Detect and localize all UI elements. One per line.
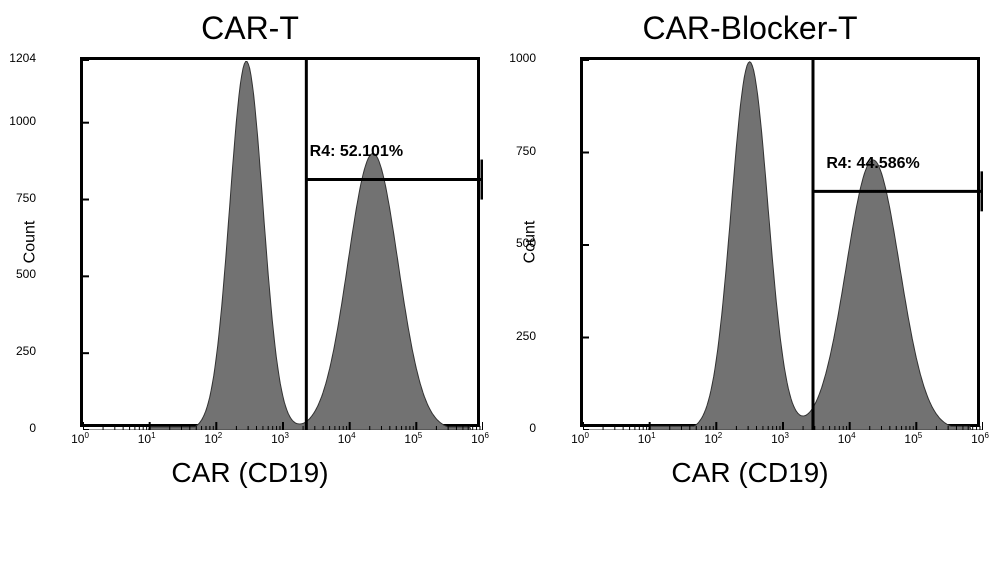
y-tick: 0 [29, 421, 36, 435]
x-axis-label: CAR (CD19) [171, 457, 328, 489]
chart-wrapper: Count10007505002500R4: 44.586%1001011021… [520, 57, 980, 427]
chart-area: 120410007505002500R4: 52.101%10010110210… [80, 57, 480, 427]
x-tick: 104 [338, 431, 356, 446]
y-tick: 1000 [509, 51, 536, 65]
x-tick: 101 [638, 431, 656, 446]
y-tick: 1204 [9, 51, 36, 65]
chart-panel-left: CAR-T Count 120410007505002500R4: 52.101%1… [20, 10, 480, 489]
figure-container: CAR-TCount120410007505002500R4: 52.101%1… [10, 10, 990, 489]
x-tick: 102 [204, 431, 222, 446]
y-tick: 750 [516, 144, 536, 158]
x-tick: 104 [838, 431, 856, 446]
x-tick: 106 [971, 431, 989, 446]
x-tick: 102 [704, 431, 722, 446]
y-tick: 250 [516, 329, 536, 343]
plot-area: R4: 44.586% [580, 57, 980, 427]
x-ticks: 100101102103104105106 [80, 427, 480, 447]
panel-title: CAR-Blocker-T [642, 10, 857, 47]
y-tick: 250 [16, 344, 36, 358]
histogram-svg [583, 60, 983, 430]
x-tick: 103 [771, 431, 789, 446]
y-tick: 500 [516, 236, 536, 250]
y-axis-label: Count [21, 221, 39, 264]
histogram-svg [83, 60, 483, 430]
x-tick: 105 [404, 431, 422, 446]
panel-title: CAR-T [201, 10, 299, 47]
x-tick: 101 [138, 431, 156, 446]
histogram-fill [83, 62, 483, 431]
y-tick: 500 [16, 267, 36, 281]
plot-area: R4: 52.101% [80, 57, 480, 427]
gate-label: R4: 52.101% [310, 143, 403, 161]
x-tick: 100 [571, 431, 589, 446]
histogram-fill [583, 62, 983, 430]
y-tick: 1000 [9, 114, 36, 128]
x-tick: 100 [71, 431, 89, 446]
gate-label: R4: 44.586% [826, 155, 919, 173]
chart-wrapper: Count 120410007505002500R4: 52.101%100101… [20, 57, 480, 427]
chart-area: 10007505002500R4: 44.586%100101102103104… [580, 57, 980, 427]
y-tick: 0 [529, 421, 536, 435]
chart-panel-right: CAR-Blocker-T Count10007505002500R4: 44.5… [520, 10, 980, 489]
x-tick: 103 [271, 431, 289, 446]
x-ticks: 100101102103104105106 [580, 427, 980, 447]
x-tick: 106 [471, 431, 489, 446]
y-tick: 750 [16, 191, 36, 205]
x-axis-label: CAR (CD19) [671, 457, 828, 489]
x-tick: 105 [904, 431, 922, 446]
